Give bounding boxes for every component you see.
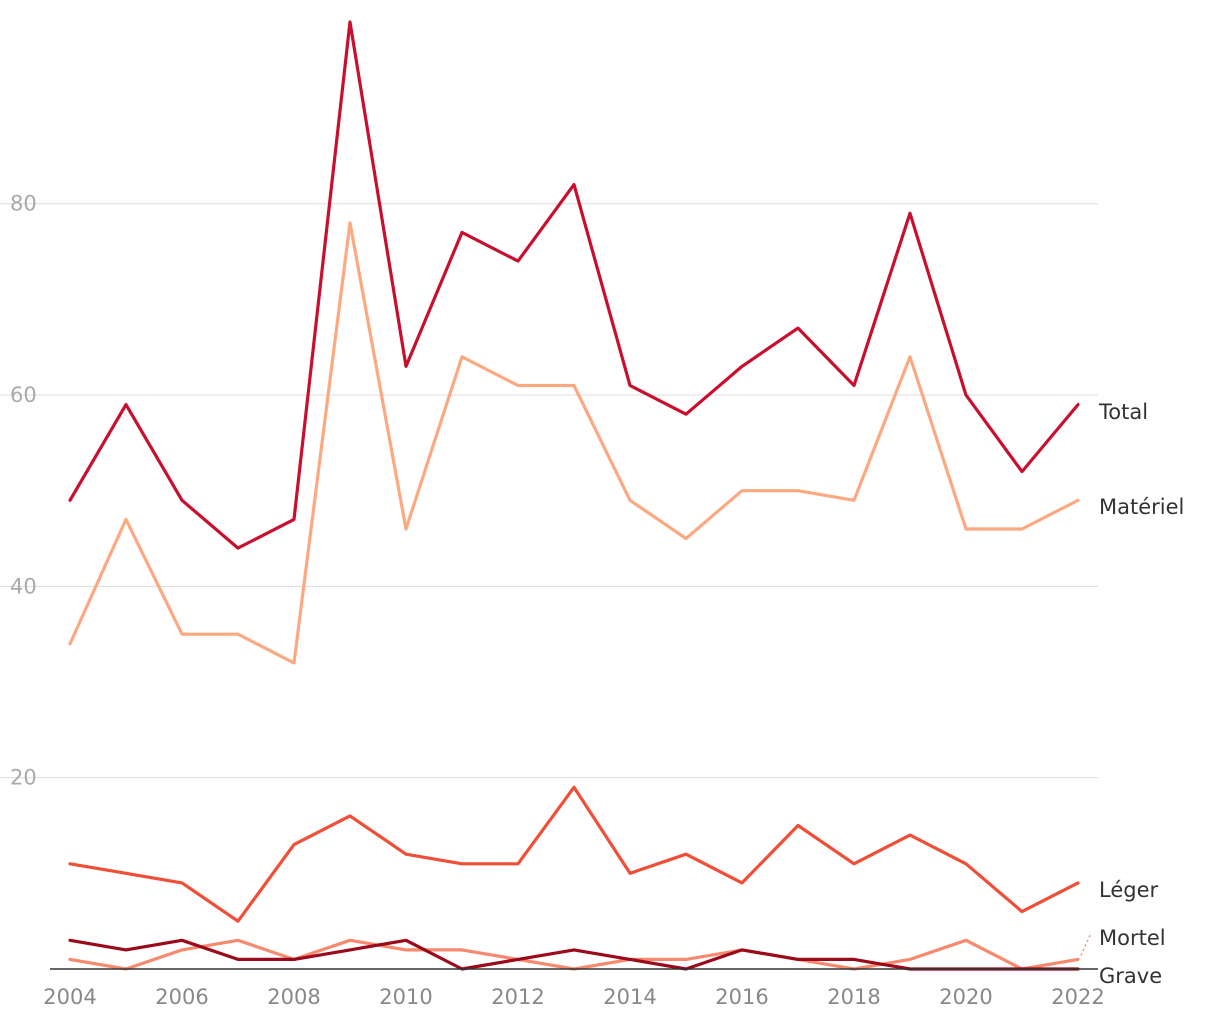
y-tick-label: 20 xyxy=(10,766,37,790)
series-lines xyxy=(68,20,1080,971)
series-line-léger xyxy=(68,785,1080,923)
x-tick-label: 2018 xyxy=(827,985,880,1009)
y-tick-label: 80 xyxy=(10,192,37,216)
series-line-matériel xyxy=(68,221,1080,665)
series-line-total xyxy=(68,20,1080,550)
x-tick-label: 2010 xyxy=(379,985,432,1009)
x-tick-label: 2020 xyxy=(939,985,992,1009)
mortel-label-leader xyxy=(1080,932,1092,956)
x-axis-ticks: 2004 2006 2008 2010 2012 2014 2016 2018 2020 2022 xyxy=(43,985,1104,1009)
series-label-mortel: Mortel xyxy=(1099,926,1166,950)
series-label-matériel: Matériel xyxy=(1099,495,1184,519)
x-tick-label: 2016 xyxy=(715,985,768,1009)
x-tick-label: 2006 xyxy=(155,985,208,1009)
series-label-grave: Grave xyxy=(1099,964,1162,988)
x-tick-label: 2012 xyxy=(491,985,544,1009)
x-tick-label: 2008 xyxy=(267,985,320,1009)
y-tick-label: 40 xyxy=(10,574,37,598)
series-label-léger: Léger xyxy=(1099,878,1159,902)
y-tick-label: 60 xyxy=(10,383,37,407)
y-axis-ticks: 20 40 60 80 xyxy=(10,192,37,790)
x-tick-label: 2022 xyxy=(1051,985,1104,1009)
series-label-total: Total xyxy=(1098,400,1148,424)
x-tick-label: 2004 xyxy=(43,985,96,1009)
x-tick-label: 2014 xyxy=(603,985,656,1009)
gridlines xyxy=(0,203,1098,779)
series-labels: Total Matériel Léger Mortel Grave xyxy=(1080,400,1184,988)
